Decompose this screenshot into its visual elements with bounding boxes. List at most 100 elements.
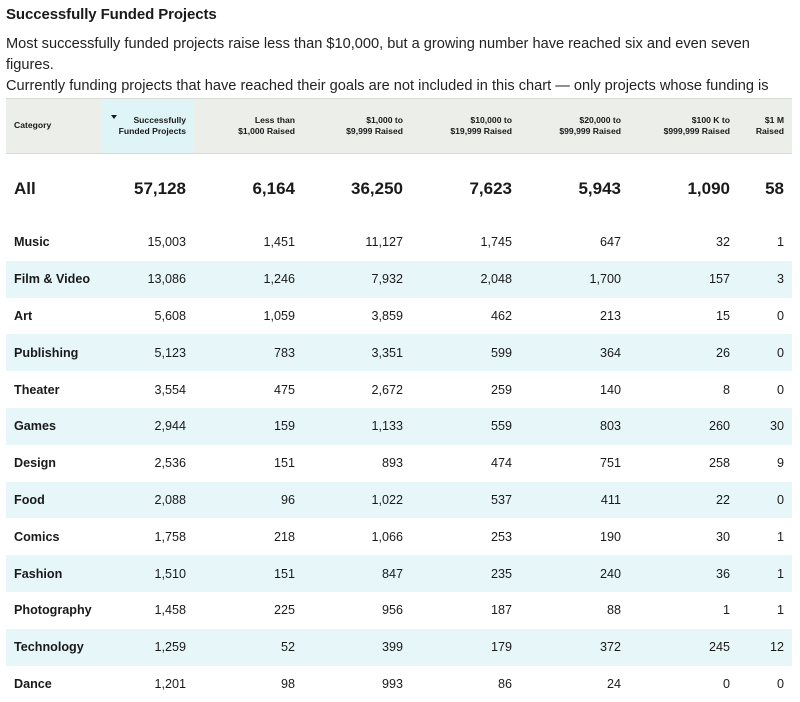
table-row: Fashion 1,510 151 847 235 240 36 1 xyxy=(6,555,792,592)
cell-r100k: 258 xyxy=(708,456,730,471)
cell-category: Theater xyxy=(14,382,60,397)
cell-r100k: 0 xyxy=(722,676,730,691)
header-100k-to-1m[interactable]: $100 K to $999,999 Raised xyxy=(629,99,738,153)
header-r20k-line-1: $20,000 to xyxy=(579,114,621,125)
cell-lt1k: 475 xyxy=(273,382,295,397)
cell-category: Publishing xyxy=(14,345,79,360)
cell-r1m: 1 xyxy=(776,529,784,544)
cell-r20k: 140 xyxy=(599,382,621,397)
funded-projects-table: Category Successfully Funded Projects Le… xyxy=(6,98,792,702)
header-funded-line-2: Funded Projects xyxy=(118,126,186,136)
cell-r10k: 235 xyxy=(490,566,512,581)
header-r10k-line-2: $19,999 Raised xyxy=(450,126,512,136)
table-row: Art 5,608 1,059 3,859 462 213 15 0 xyxy=(6,298,792,335)
table-row: Music 15,003 1,451 11,127 1,745 647 32 1 xyxy=(6,224,792,261)
cell-r100k: 22 xyxy=(715,492,730,507)
cell-r20k: 24 xyxy=(606,676,621,691)
cell-r20k: 751 xyxy=(599,456,621,471)
header-less-than-1k[interactable]: Less than $1,000 Raised xyxy=(194,99,303,153)
header-lt1k-line-1: Less than xyxy=(254,114,295,125)
cell-category: Dance xyxy=(14,676,52,691)
table-row: Publishing 5,123 783 3,351 599 364 26 0 xyxy=(6,334,792,372)
table-row: Games 2,944 159 1,133 559 803 260 30 xyxy=(6,407,792,445)
header-r100k-line-1: $100 K to xyxy=(691,114,730,125)
header-1k-to-10k[interactable]: $1,000 to $9,999 Raised xyxy=(303,99,411,153)
header-lt1k-label: Less than $1,000 Raised xyxy=(238,115,295,138)
header-funded-projects[interactable]: Successfully Funded Projects xyxy=(101,99,194,153)
cell-r1m: 0 xyxy=(776,308,784,323)
header-r10k-label: $10,000 to $19,999 Raised xyxy=(450,115,512,138)
cell-funded: 1,510 xyxy=(154,566,186,581)
cell-category: Games xyxy=(14,419,57,434)
cell-r10k: 2,048 xyxy=(480,272,512,287)
header-funded-label: Successfully Funded Projects xyxy=(119,115,186,138)
cell-r1m: 0 xyxy=(776,492,784,507)
cell-r20k: 803 xyxy=(599,419,621,434)
table-header: Category Successfully Funded Projects Le… xyxy=(6,98,792,154)
cell-r10k: 462 xyxy=(490,308,512,323)
cell-r100k: 26 xyxy=(715,345,730,360)
cell-lt1k: 52 xyxy=(280,640,295,655)
table-row: Dance 1,201 98 993 86 24 0 0 xyxy=(6,666,792,702)
header-r20k-label: $20,000 to $99,999 Raised xyxy=(559,115,621,138)
cell-r1k: 1,022 xyxy=(371,492,403,507)
cell-r1k: 36,250 xyxy=(351,179,403,198)
cell-lt1k: 98 xyxy=(280,676,295,691)
cell-r1m: 58 xyxy=(765,179,784,198)
cell-r20k: 5,943 xyxy=(578,179,621,198)
cell-lt1k: 1,246 xyxy=(263,272,295,287)
page-title: Successfully Funded Projects xyxy=(6,6,217,23)
header-r20k-line-2: $99,999 Raised xyxy=(559,126,621,136)
header-1m-raised[interactable]: $1 M Raised xyxy=(738,99,792,153)
cell-funded: 1,458 xyxy=(154,603,186,618)
header-r1k-line-1: $1,000 to xyxy=(366,114,403,125)
cell-lt1k: 159 xyxy=(273,419,295,434)
cell-r20k: 411 xyxy=(600,492,621,507)
table-row: Photography 1,458 225 956 187 88 1 1 xyxy=(6,592,792,629)
table-row: Comics 1,758 218 1,066 253 190 30 1 xyxy=(6,518,792,555)
cell-r100k: 260 xyxy=(708,419,730,434)
cell-funded: 1,758 xyxy=(154,529,186,544)
cell-r1m: 0 xyxy=(776,676,784,691)
cell-r1k: 1,133 xyxy=(371,419,403,434)
cell-r1m: 9 xyxy=(776,456,784,471)
cell-r1m: 0 xyxy=(776,382,784,397)
header-r1k-line-2: $9,999 Raised xyxy=(346,126,403,136)
sort-descending-icon xyxy=(111,115,117,119)
cell-r1k: 847 xyxy=(381,566,403,581)
cell-category: Technology xyxy=(14,640,84,655)
cell-r10k: 187 xyxy=(490,603,512,618)
cell-category: Fashion xyxy=(14,566,63,581)
header-10k-to-20k[interactable]: $10,000 to $19,999 Raised xyxy=(411,99,520,153)
cell-r10k: 179 xyxy=(490,640,512,655)
cell-funded: 5,123 xyxy=(154,345,186,360)
cell-r100k: 36 xyxy=(715,566,730,581)
cell-funded: 2,944 xyxy=(154,419,186,434)
cell-r100k: 8 xyxy=(722,382,730,397)
header-category[interactable]: Category xyxy=(14,120,52,131)
table-row-all: All 57,128 6,164 36,250 7,623 5,943 1,090 58 xyxy=(6,154,792,224)
cell-category: Comics xyxy=(14,529,60,544)
cell-category: Food xyxy=(14,492,45,507)
cell-r1k: 3,351 xyxy=(371,345,403,360)
cell-r1k: 399 xyxy=(381,640,403,655)
cell-lt1k: 225 xyxy=(273,603,295,618)
header-r1m-line-1: $1 M xyxy=(764,114,784,125)
header-20k-to-100k[interactable]: $20,000 to $99,999 Raised xyxy=(520,99,629,153)
cell-funded: 2,536 xyxy=(154,456,186,471)
cell-r10k: 474 xyxy=(490,456,512,471)
cell-lt1k: 6,164 xyxy=(252,179,295,198)
cell-category: All xyxy=(14,179,36,198)
cell-funded: 1,201 xyxy=(154,676,186,691)
cell-r10k: 1,745 xyxy=(480,235,512,250)
header-r10k-line-1: $10,000 to xyxy=(470,114,512,125)
table-row: Theater 3,554 475 2,672 259 140 8 0 xyxy=(6,371,792,408)
cell-category: Music xyxy=(14,235,50,250)
cell-r100k: 157 xyxy=(708,272,730,287)
cell-r1k: 956 xyxy=(381,603,403,618)
table-row: Food 2,088 96 1,022 537 411 22 0 xyxy=(6,481,792,519)
cell-r100k: 32 xyxy=(715,235,730,250)
cell-funded: 13,086 xyxy=(147,272,186,287)
cell-lt1k: 151 xyxy=(273,456,295,471)
table-body: All 57,128 6,164 36,250 7,623 5,943 1,090 58 Mus… xyxy=(6,154,792,702)
